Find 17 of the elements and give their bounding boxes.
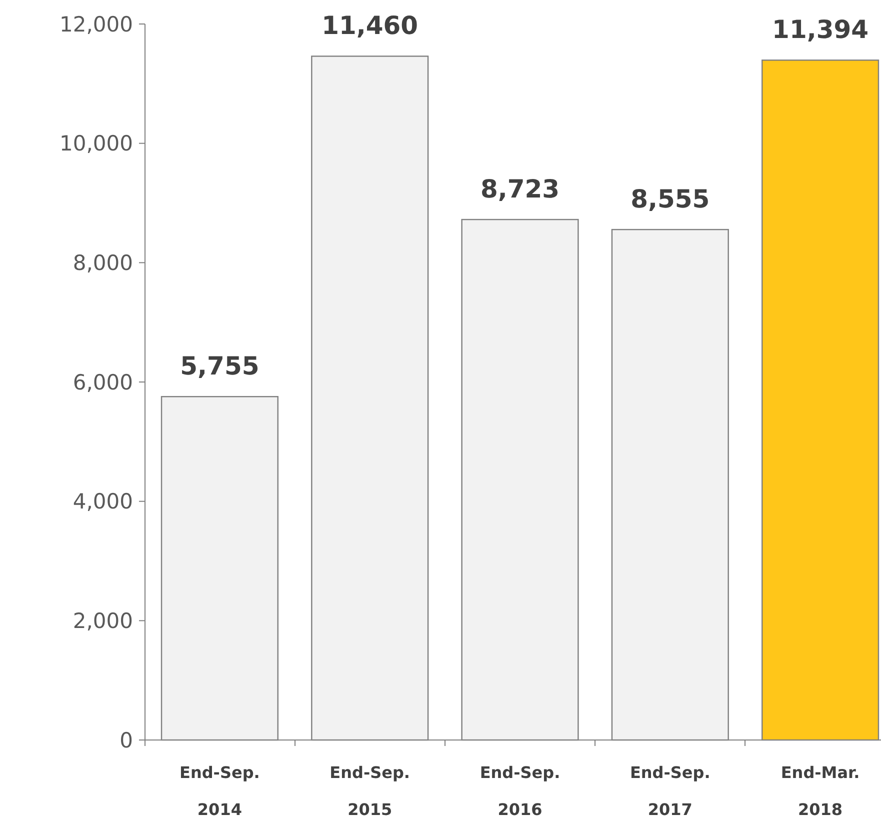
x-tick-label: End-Sep. 2016 bbox=[480, 763, 560, 819]
data-label: 11,460 bbox=[322, 11, 418, 40]
y-tick-label: 12,000 bbox=[60, 12, 133, 36]
y-tick-label: 8,000 bbox=[72, 251, 133, 276]
y-tick-label: 0 bbox=[120, 728, 133, 752]
y-tick-label: 4,000 bbox=[72, 490, 133, 514]
y-tick-label: 2,000 bbox=[72, 609, 133, 634]
y-tick-label: 10,000 bbox=[60, 132, 133, 156]
x-tick-label: End-Sep. 2017 bbox=[630, 763, 710, 819]
data-label: 8,555 bbox=[630, 184, 710, 214]
data-label: 11,394 bbox=[772, 15, 869, 44]
x-tick-label: End-Sep. 2015 bbox=[330, 763, 410, 819]
data-label: 5,755 bbox=[180, 352, 260, 381]
data-label: 8,723 bbox=[480, 174, 560, 204]
y-tick-label: 6,000 bbox=[72, 370, 133, 394]
x-tick-label: End-Mar. 2018 bbox=[780, 763, 860, 819]
x-tick-label: End-Sep. 2014 bbox=[180, 763, 260, 819]
